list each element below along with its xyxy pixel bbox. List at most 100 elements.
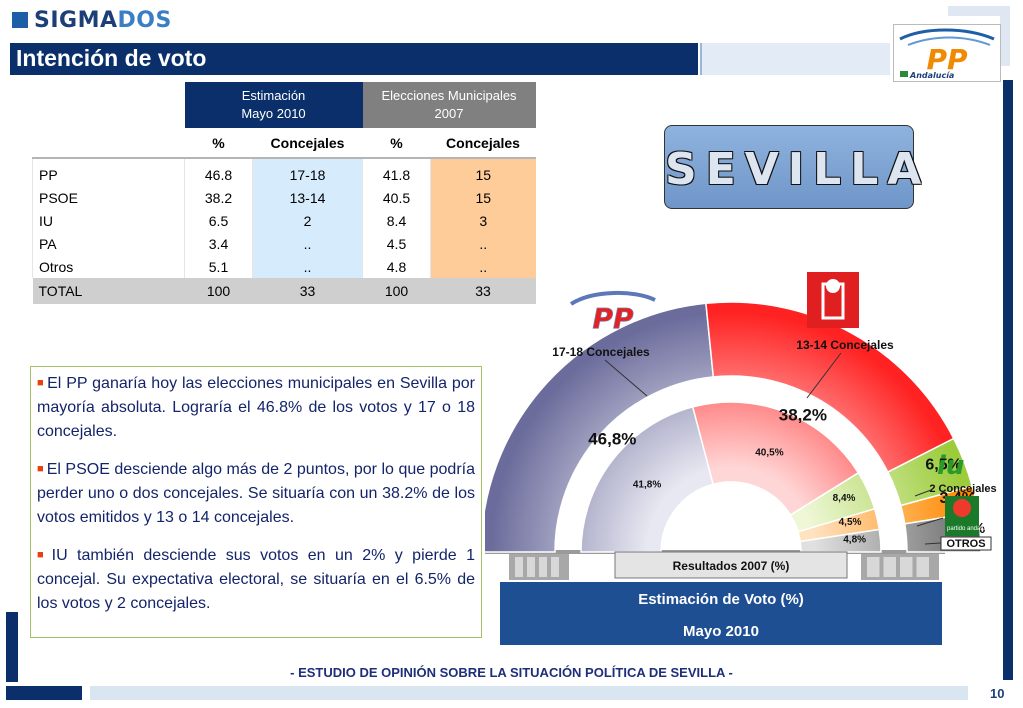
- bullet-paragraph: ■ IU también desciende sus votos en un 2%…: [37, 543, 475, 616]
- chart-subtitle: Mayo 2010: [683, 623, 759, 640]
- inner-label-box: [614, 551, 848, 579]
- total-est-concejales: 33: [252, 278, 363, 304]
- subheader-blank: [33, 128, 185, 158]
- iu-party-logo: iu: [937, 451, 964, 481]
- est-concejales-cell: ..: [252, 232, 363, 255]
- pedestal-column: [916, 557, 929, 577]
- pp-concejales-label: 17-18 Concejales: [552, 345, 650, 359]
- est-pct-cell: 5.1: [184, 255, 253, 278]
- bullet-text-psoe: El PSOE desciende algo más de 2 puntos, …: [37, 461, 475, 526]
- pp-andalucia-logo: PP Andalucía: [893, 24, 1001, 82]
- inner-ring-2007: [580, 401, 882, 553]
- summary-text-box: ■ El PP ganaría hoy las elecciones munici…: [30, 366, 482, 638]
- svg-text:PP: PP: [592, 302, 634, 335]
- el-pct-cell: 4.8: [362, 255, 431, 278]
- header-elecciones-label: Elecciones Municipales: [381, 88, 517, 103]
- total-label: TOTAL: [32, 278, 185, 304]
- header-estimacion-date: Mayo 2010: [241, 106, 306, 121]
- header-elecciones-year: 2007: [434, 106, 464, 121]
- total-est-pct: 100: [184, 278, 253, 304]
- pp-leader-line: [604, 359, 648, 397]
- est-pct-cell: 3.4: [184, 232, 253, 255]
- el-concejales-cell: ..: [430, 232, 536, 255]
- inner-label-pp: 41,8%: [633, 479, 661, 490]
- est-concejales-cell: 13-14: [252, 186, 363, 209]
- city-badge: SEVILLA: [664, 125, 931, 209]
- outer-label-psoe: 38,2%: [779, 405, 827, 424]
- inner-label-iu: 8,4%: [833, 493, 856, 504]
- est-concejales-cell: ..: [252, 255, 363, 278]
- bullet-paragraph: ■ El PSOE desciende algo más de 2 puntos,…: [37, 457, 475, 530]
- party-cell: PA: [32, 232, 185, 255]
- footer-bar-dark: [6, 686, 82, 700]
- iu-leader-line: [914, 489, 932, 497]
- el-concejales-cell: 3: [430, 209, 536, 232]
- bullet-square-icon: ■: [37, 463, 44, 475]
- corner-decoration: [948, 6, 1010, 16]
- pedestal-column: [867, 557, 880, 577]
- footer-caption: - ESTUDIO DE OPINIÓN SOBRE LA SITUACIÓN …: [290, 665, 733, 680]
- pa-party-logo: partido andalucista: [945, 496, 998, 536]
- table-body: PP 46.8 17-18 41.8 15 PSOE 38.2 13-14 40.5 15 IU 6.…: [32, 158, 536, 278]
- bullet-text-pp: El PP ganaría hoy las elecciones municip…: [37, 375, 475, 440]
- pa-leader-line: [916, 517, 944, 527]
- svg-text:iu: iu: [937, 451, 964, 481]
- header-estimacion-label: Estimación: [241, 88, 306, 103]
- est-pct-cell: 38.2: [184, 186, 253, 209]
- inner-segment-psoe: [691, 401, 860, 517]
- inner-ring-label: Resultados 2007 (%): [673, 559, 790, 573]
- corner-decoration-vertical: [1000, 6, 1010, 66]
- total-el-pct: 100: [362, 278, 431, 304]
- outer-label-iu: 6,5%: [925, 457, 961, 474]
- party-cell: Otros: [32, 255, 185, 278]
- el-pct-cell: 40.5: [362, 186, 431, 209]
- inner-segment-pp: [580, 406, 715, 553]
- subheader-el-pct: %: [390, 134, 403, 151]
- el-pct-cell: 8.4: [362, 209, 431, 232]
- est-pct-cell: 6.5: [184, 209, 253, 232]
- logo-square-icon: [12, 12, 28, 28]
- pedestal-column: [515, 557, 523, 577]
- footer-bar-light: [90, 686, 968, 700]
- el-pct-cell: 41.8: [362, 158, 431, 186]
- table-total-row: TOTAL 100 33 100 33: [32, 278, 536, 304]
- psoe-party-logo: [807, 272, 859, 328]
- logo-part2: DOS: [117, 8, 172, 33]
- table-row: Otros 5.1.. 4.8..: [32, 255, 536, 278]
- inner-value-labels: 41,8% 40,5% 8,4% 4,5% 4,8%: [633, 447, 866, 545]
- otros-leader-line: [924, 542, 942, 545]
- title-bar-extension: [700, 43, 890, 75]
- page-number: 10: [990, 686, 1005, 701]
- est-pct-cell: 46.8: [184, 158, 253, 186]
- party-cell: IU: [32, 209, 185, 232]
- header-elecciones: Elecciones Municipales 2007: [362, 82, 536, 128]
- bullet-text-iu: IU también desciende sus votos en un 2% …: [37, 547, 475, 612]
- logo-part1: SIGMA: [34, 8, 118, 33]
- table-corner: [32, 82, 185, 128]
- results-table: Estimación Mayo 2010 Elecciones Municipal…: [32, 82, 536, 304]
- subheader-el-concejales: Concejales: [446, 134, 520, 151]
- table-row: IU 6.5 2 8.4 3: [32, 209, 536, 232]
- pp-party-logo: PP: [569, 291, 656, 335]
- subheader-est-concejales: Concejales: [270, 134, 345, 151]
- party-cell: PSOE: [32, 186, 185, 209]
- city-name: SEVILLA: [665, 144, 931, 195]
- iu-concejales-label: 2 Concejales: [929, 483, 996, 495]
- right-accent-bar: [1003, 80, 1013, 680]
- subheader-est-pct: %: [212, 134, 225, 151]
- pedestal-column: [527, 557, 535, 577]
- est-concejales-cell: 17-18: [252, 158, 363, 186]
- inner-label-otros: 4,8%: [843, 535, 866, 546]
- chart-title: Estimación de Voto (%): [638, 591, 804, 608]
- table-row: PSOE 38.2 13-14 40.5 15: [32, 186, 536, 209]
- sigmados-logo: SIGMADOS: [12, 8, 172, 33]
- inner-label-pa: 4,5%: [839, 517, 862, 528]
- pp-logo-subtitle: Andalucía: [909, 71, 954, 80]
- page-title: Intención de voto: [16, 45, 207, 71]
- el-concejales-cell: 15: [430, 158, 536, 186]
- pedestal-column: [883, 557, 896, 577]
- bullet-square-icon: ■: [37, 549, 49, 561]
- otros-label: OTROS: [946, 538, 985, 550]
- est-concejales-cell: 2: [252, 209, 363, 232]
- title-bar: Intención de voto: [10, 43, 698, 75]
